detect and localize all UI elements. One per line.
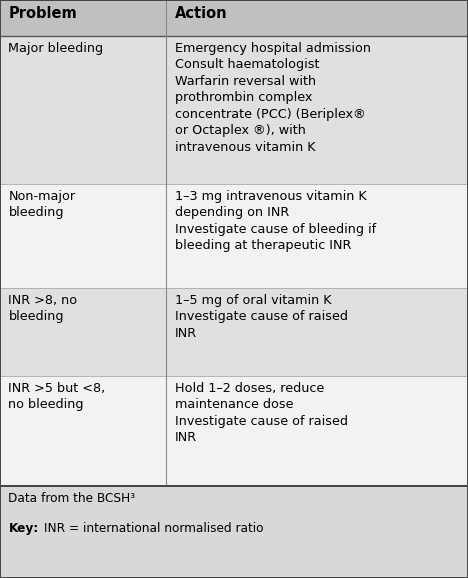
Text: Action: Action xyxy=(175,6,227,21)
Text: INR >5 but <8,
no bleeding: INR >5 but <8, no bleeding xyxy=(8,382,106,412)
Text: INR = international normalised ratio: INR = international normalised ratio xyxy=(40,522,264,535)
Text: 1–3 mg intravenous vitamin K
depending on INR
Investigate cause of bleeding if
b: 1–3 mg intravenous vitamin K depending o… xyxy=(175,190,376,252)
Bar xyxy=(0,486,468,578)
Text: INR >8, no
bleeding: INR >8, no bleeding xyxy=(8,294,78,323)
Text: Problem: Problem xyxy=(8,6,77,21)
Bar xyxy=(0,36,468,184)
Text: Data from the BCSH³: Data from the BCSH³ xyxy=(8,492,136,505)
Text: Emergency hospital admission
Consult haematologist
Warfarin reversal with
prothr: Emergency hospital admission Consult hae… xyxy=(175,42,371,154)
Text: 1–5 mg of oral vitamin K
Investigate cause of raised
INR: 1–5 mg of oral vitamin K Investigate cau… xyxy=(175,294,348,340)
Text: Non-major
bleeding: Non-major bleeding xyxy=(8,190,75,219)
Bar xyxy=(0,0,468,36)
Text: Hold 1–2 doses, reduce
maintenance dose
Investigate cause of raised
INR: Hold 1–2 doses, reduce maintenance dose … xyxy=(175,382,348,444)
Text: Major bleeding: Major bleeding xyxy=(8,42,103,55)
Bar xyxy=(0,288,468,376)
Bar xyxy=(0,376,468,486)
Bar xyxy=(0,184,468,288)
Text: Key:: Key: xyxy=(8,522,39,535)
